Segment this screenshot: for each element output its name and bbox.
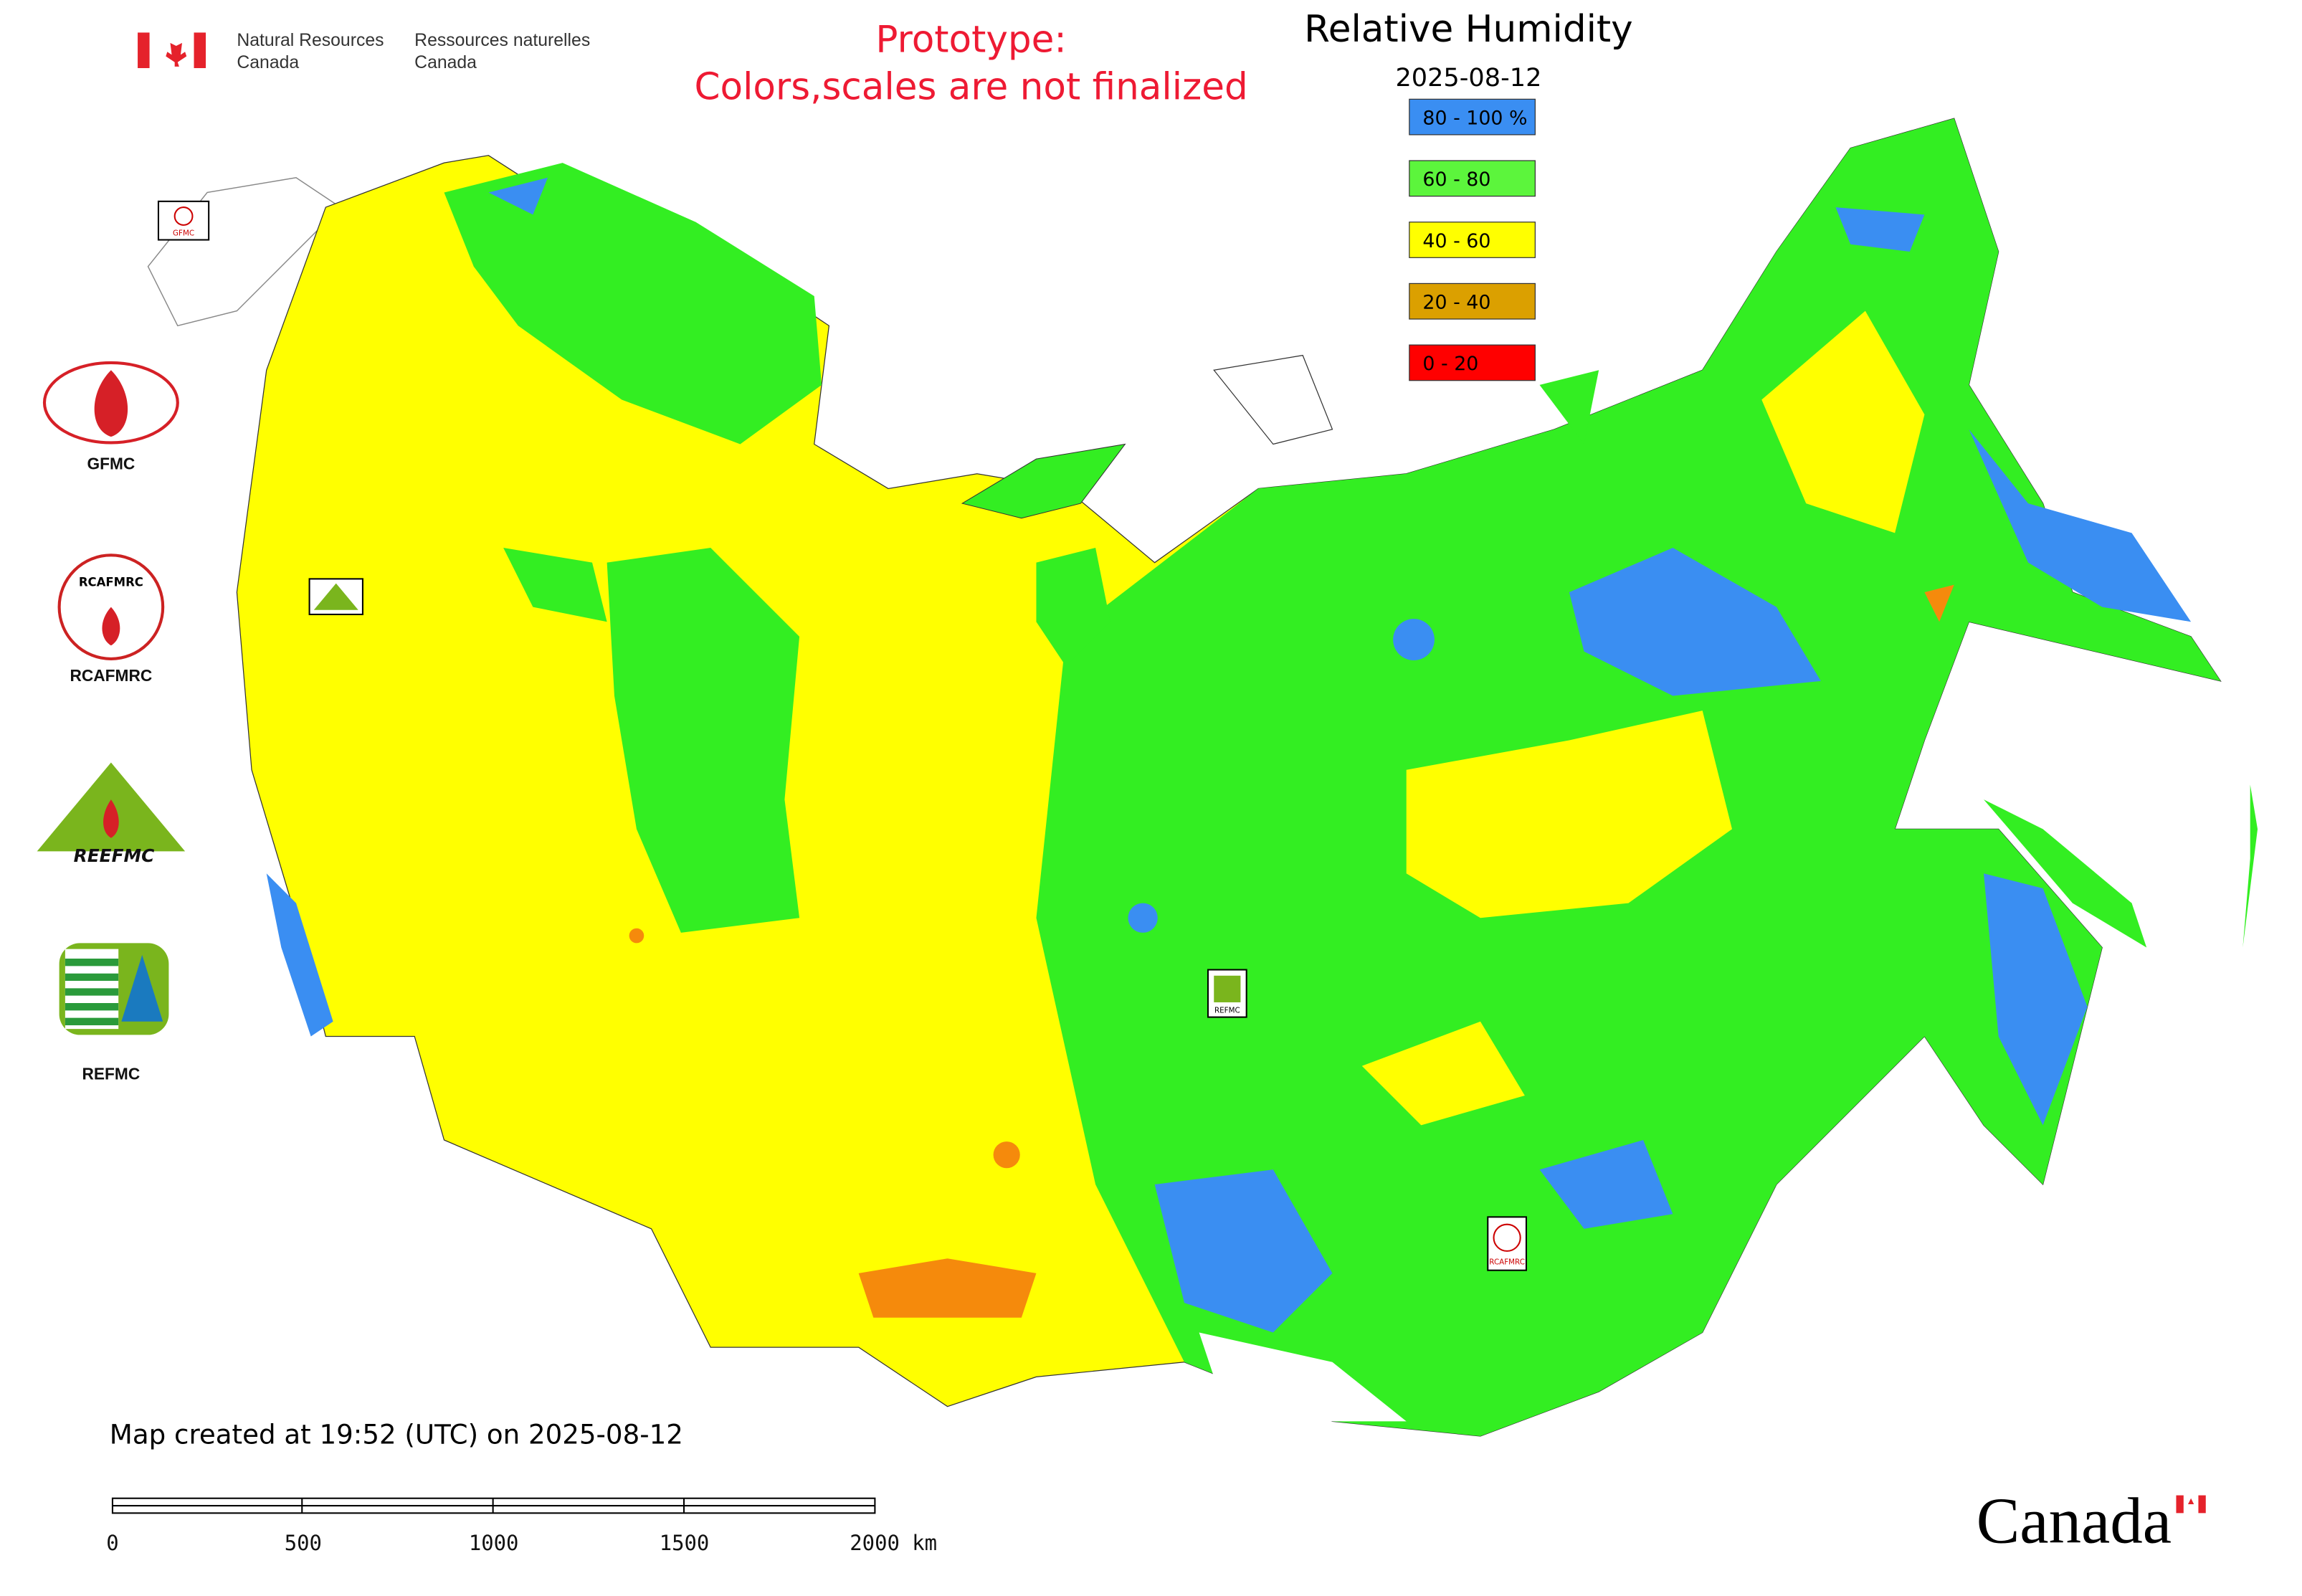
legend: 80 - 100 % 60 - 80 40 - 60 20 - 40 0 - 20 [1409, 98, 1536, 381]
notice: Prototype: [875, 18, 1066, 61]
created-note: Map created at 19:52 (UTC) on 2025-08-12 [110, 1419, 683, 1450]
map-markers: GFMC REFMC RCAFMRC [157, 200, 1527, 1271]
scale-bar [111, 1497, 876, 1514]
scale-label: 2000 km [850, 1531, 937, 1555]
canada-wordmark: Canada [1977, 1485, 2206, 1557]
legend-date: 2025-08-12 [1395, 63, 1541, 92]
sidebar-logos: GFMC RCAFMRC RCAFMRC REEFMC REFMC [37, 361, 186, 1083]
legend-title: Relative Humidity [1304, 8, 1633, 51]
legend-swatch [1409, 160, 1536, 197]
scale-label: 500 [285, 1531, 322, 1555]
org-en: Natural Resources [237, 31, 384, 50]
legend-swatch [1409, 282, 1536, 320]
gov-signature: Natural Resources Canada Ressources natu… [138, 31, 590, 72]
org-fr: Canada [414, 53, 477, 72]
scale-label: 1000 [469, 1531, 519, 1555]
legend-label: 20 - 40 [1422, 292, 1490, 314]
logo-label: RCAFMRC [70, 666, 153, 685]
logo-text: RCAFMRC [79, 576, 143, 589]
wordmark: Canada [1977, 1485, 2172, 1557]
legend-label: 40 - 60 [1422, 230, 1490, 252]
legend-label: 0 - 20 [1422, 353, 1478, 375]
marker-label: RCAFMRC [1489, 1258, 1525, 1266]
logo-text: REEFMC [74, 845, 155, 866]
map [147, 118, 2258, 1437]
legend-swatch [1409, 98, 1536, 136]
legend-swatch [1409, 344, 1536, 381]
logo-label: REFMC [82, 1064, 141, 1083]
marker-label: REFMC [1214, 1006, 1240, 1015]
legend-label: 60 - 80 [1422, 168, 1490, 191]
org-en: Canada [237, 53, 299, 72]
scale-label: 0 [106, 1531, 118, 1555]
legend-label: 80 - 100 % [1422, 107, 1527, 129]
notice: Colors,scales are not finalized [694, 65, 1247, 108]
scale-label: 1500 [660, 1531, 710, 1555]
logo-label: GFMC [87, 455, 135, 473]
marker-label: GFMC [173, 229, 194, 237]
org-fr: Ressources naturelles [414, 31, 590, 50]
scale-labels: 0 500 1000 1500 2000 km [106, 1531, 937, 1555]
legend-swatch [1409, 222, 1536, 258]
